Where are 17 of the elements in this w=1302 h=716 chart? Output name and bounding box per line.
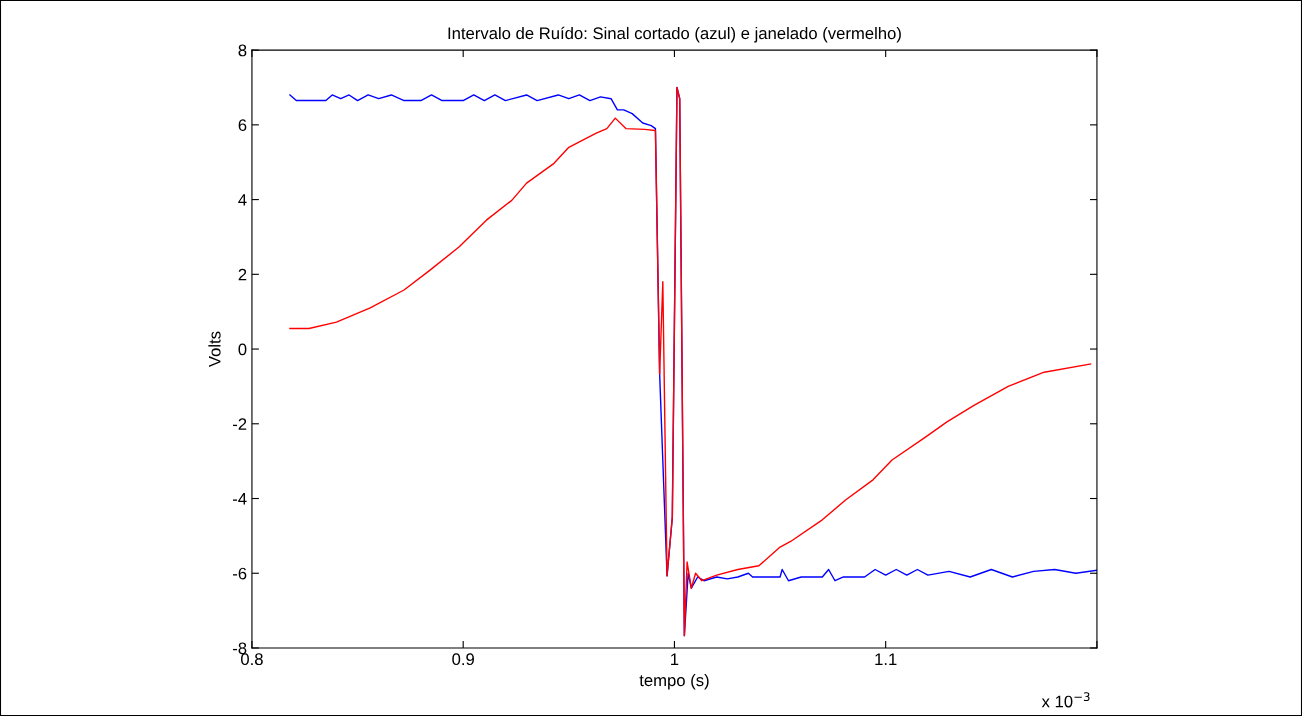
x-tick-label: 0.9 [452,653,474,666]
x-tick-label: 1.1 [875,653,897,665]
y-tick-label: 4 [238,194,247,206]
x-tick-label: 1 [671,653,679,665]
y-tick-label: -2 [233,418,247,430]
y-tick-label: 6 [238,119,247,132]
x-tick-label: 0.8 [241,653,263,666]
y-tick-label: 2 [238,268,247,281]
y-tick-label: -8 [233,642,247,655]
x-axis-title: tempo (s) [639,673,709,690]
y-tick-label: 8 [238,44,247,57]
text: x 10$^{−3}$ [1041,692,1090,708]
chart-title: Intervalo de Ruído: Sinal cortado (azul) e janelado (vermelho) [448,26,901,43]
y-tick-label: -6 [233,567,247,580]
y-axis-title: Volts [208,331,221,368]
y-tick-label: 0 [238,343,247,356]
y-tick-label: -4 [233,493,247,505]
